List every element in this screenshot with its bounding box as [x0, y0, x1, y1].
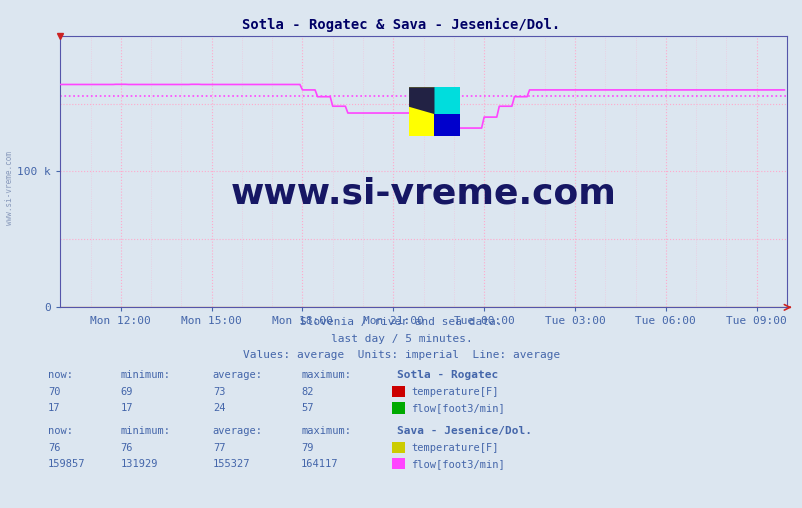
Text: last day / 5 minutes.: last day / 5 minutes. — [330, 334, 472, 344]
Text: 17: 17 — [120, 403, 133, 413]
Polygon shape — [408, 87, 434, 114]
Text: 73: 73 — [213, 387, 225, 397]
Text: 159857: 159857 — [48, 459, 86, 469]
Bar — [434, 87, 460, 114]
Text: Slovenia / river and sea data.: Slovenia / river and sea data. — [300, 318, 502, 328]
Text: 17: 17 — [48, 403, 61, 413]
Text: 79: 79 — [301, 442, 314, 453]
Text: Sotla - Rogatec: Sotla - Rogatec — [397, 370, 498, 380]
Text: Sotla - Rogatec & Sava - Jesenice/Dol.: Sotla - Rogatec & Sava - Jesenice/Dol. — [242, 18, 560, 32]
Text: Sava - Jesenice/Dol.: Sava - Jesenice/Dol. — [397, 426, 532, 436]
Text: www.si-vreme.com: www.si-vreme.com — [5, 151, 14, 225]
Text: 155327: 155327 — [213, 459, 250, 469]
Text: average:: average: — [213, 426, 262, 436]
Text: now:: now: — [48, 426, 73, 436]
Text: temperature[F]: temperature[F] — [411, 387, 498, 397]
Text: 77: 77 — [213, 442, 225, 453]
Text: 82: 82 — [301, 387, 314, 397]
Text: 24: 24 — [213, 403, 225, 413]
Text: 70: 70 — [48, 387, 61, 397]
Bar — [434, 114, 460, 136]
Text: temperature[F]: temperature[F] — [411, 442, 498, 453]
Text: maximum:: maximum: — [301, 370, 350, 380]
Text: flow[foot3/min]: flow[foot3/min] — [411, 403, 504, 413]
Text: now:: now: — [48, 370, 73, 380]
Text: flow[foot3/min]: flow[foot3/min] — [411, 459, 504, 469]
Text: average:: average: — [213, 370, 262, 380]
Text: 57: 57 — [301, 403, 314, 413]
Text: minimum:: minimum: — [120, 370, 170, 380]
Text: 164117: 164117 — [301, 459, 338, 469]
Text: 76: 76 — [48, 442, 61, 453]
Text: 131929: 131929 — [120, 459, 158, 469]
Text: minimum:: minimum: — [120, 426, 170, 436]
Bar — [408, 87, 434, 136]
Text: www.si-vreme.com: www.si-vreme.com — [230, 176, 616, 210]
Text: 76: 76 — [120, 442, 133, 453]
Text: 69: 69 — [120, 387, 133, 397]
Text: Values: average  Units: imperial  Line: average: Values: average Units: imperial Line: av… — [242, 350, 560, 360]
Text: maximum:: maximum: — [301, 426, 350, 436]
